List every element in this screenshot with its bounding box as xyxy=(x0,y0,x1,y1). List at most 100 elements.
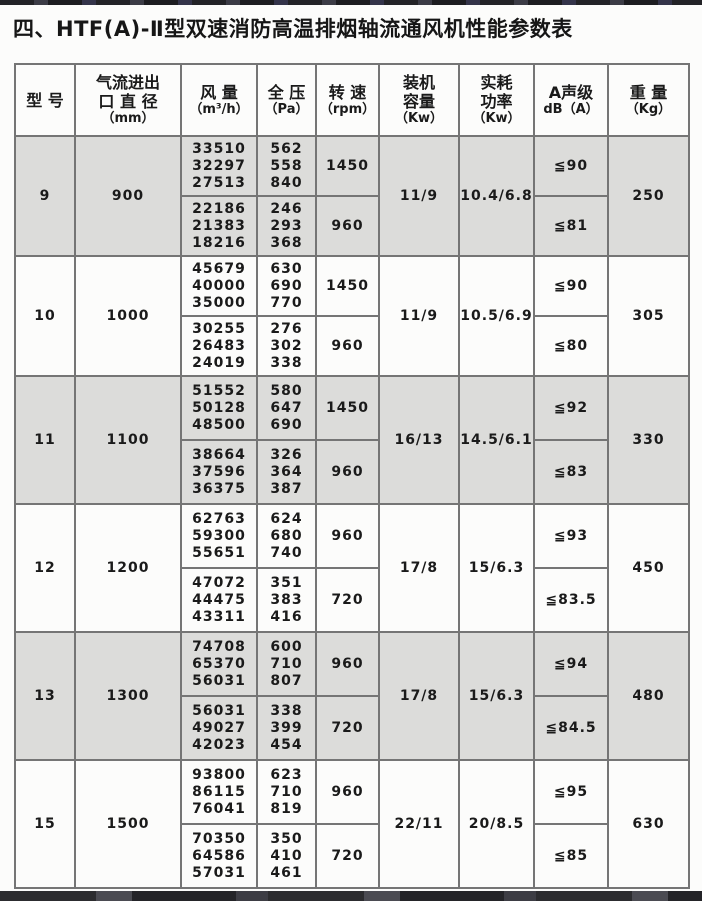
airflow-cell: 51552 50128 48500 xyxy=(180,375,258,441)
airflow-cell: 70350 64586 57031 xyxy=(180,823,258,889)
cell-line: 64586 xyxy=(192,847,246,864)
capacity-cell: 22/11 xyxy=(378,759,460,889)
cell-line: 51552 xyxy=(192,382,246,399)
cell-line: （Kw） xyxy=(394,111,444,126)
cell-line: 351 xyxy=(270,574,303,591)
rpm-cell: 960 xyxy=(315,439,380,505)
pressure-cell: 624 680 740 xyxy=(256,503,317,569)
cell-line: 重 量 xyxy=(629,82,668,102)
cell-line: 399 xyxy=(270,719,303,736)
cell-line: 338 xyxy=(270,354,303,371)
pressure-cell: 600 710 807 xyxy=(256,631,317,697)
cell-line: 562 xyxy=(270,140,303,157)
cell-line: 623 xyxy=(270,766,303,783)
page-title: 四、HTF(A)-Ⅱ型双速消防高温排烟轴流通风机性能参数表 xyxy=(13,17,573,41)
noise-cell: ≦84.5 xyxy=(533,695,609,761)
model-11-high-speed-row: 11 1100 51552 50128 48500 580 647 690 1450 16/13 1… xyxy=(14,375,690,505)
noise-cell: ≦81 xyxy=(533,195,609,257)
cell-line: 37596 xyxy=(192,463,246,480)
model-cell: 15 xyxy=(14,759,76,889)
col-header-power: 实耗 功率 （Kw） xyxy=(458,63,535,137)
noise-cell: ≦94 xyxy=(533,631,609,697)
airflow-cell: 45679 40000 35000 xyxy=(180,255,258,317)
model-15-high-speed-row: 15 1500 93800 86115 76041 623 710 819 960 22/11 20… xyxy=(14,759,690,889)
cell-line: 18216 xyxy=(192,234,246,251)
pressure-cell: 338 399 454 xyxy=(256,695,317,761)
cell-line: 383 xyxy=(270,591,303,608)
cell-line: 93800 xyxy=(192,766,246,783)
cell-line: 56031 xyxy=(192,702,246,719)
pressure-cell: 326 364 387 xyxy=(256,439,317,505)
cell-line: 62763 xyxy=(192,510,246,527)
cell-line: 装机 xyxy=(402,73,435,92)
cell-line: 710 xyxy=(270,655,303,672)
model-cell: 13 xyxy=(14,631,76,761)
noise-cell: ≦93 xyxy=(533,503,609,569)
cell-line: 86115 xyxy=(192,783,246,800)
cell-line: 42023 xyxy=(192,736,246,753)
capacity-cell: 11/9 xyxy=(378,255,460,377)
cell-line: 416 xyxy=(270,608,303,625)
cell-line: 50128 xyxy=(192,399,246,416)
cell-line: 387 xyxy=(270,480,303,497)
cell-line: 49027 xyxy=(192,719,246,736)
cell-line: 45679 xyxy=(192,260,246,277)
cell-line: 770 xyxy=(270,294,303,311)
model-9-low-speed-row: 22186 21383 18216 246 293 368 960 ≦81 xyxy=(15,195,689,257)
cell-line: 32297 xyxy=(192,157,246,174)
rpm-cell: 960 xyxy=(315,195,380,257)
noise-cell: ≦92 xyxy=(533,375,609,441)
rpm-cell: 1450 xyxy=(315,135,380,197)
weight-cell: 330 xyxy=(607,375,690,505)
cell-line: 44475 xyxy=(192,591,246,608)
cell-line: 350 xyxy=(270,830,303,847)
airflow-cell: 93800 86115 76041 xyxy=(180,759,258,825)
model-12-low-speed-row: 47072 44475 43311 351 383 416 720 ≦83.5 xyxy=(15,567,689,633)
cell-line: 型 号 xyxy=(26,90,64,110)
cell-line: 全 压 xyxy=(267,82,306,102)
cell-line: 功率 xyxy=(480,92,513,111)
model-10-low-speed-row: 30255 26483 24019 276 302 338 960 ≦80 xyxy=(15,315,689,377)
cell-line: 实耗 xyxy=(480,73,513,92)
pressure-cell: 562 558 840 xyxy=(256,135,317,197)
table-header-row: 型 号气流进出口 直 径（mm）风 量（m³/h）全 压（Pa）转 速（rpm）… xyxy=(14,63,690,137)
cell-line: 819 xyxy=(270,800,303,817)
cell-line: （Pa） xyxy=(264,101,309,117)
cell-line: 33510 xyxy=(192,140,246,157)
cell-line: 36375 xyxy=(192,480,246,497)
diameter-cell: 900 xyxy=(74,135,182,257)
cell-line: 690 xyxy=(270,277,303,294)
cell-line: 410 xyxy=(270,847,303,864)
model-13-low-speed-row: 56031 49027 42023 338 399 454 720 ≦84.5 xyxy=(15,695,689,761)
col-header-diameter: 气流进出口 直 径（mm） xyxy=(74,63,182,137)
cell-line: 22186 xyxy=(192,200,246,217)
cell-line: 30255 xyxy=(192,320,246,337)
cell-line: 246 xyxy=(270,200,303,217)
col-header-airflow: 风 量（m³/h） xyxy=(180,63,258,137)
cell-line: 转 速 xyxy=(328,82,367,102)
rpm-cell: 1450 xyxy=(315,375,380,441)
model-cell: 12 xyxy=(14,503,76,633)
pressure-cell: 246 293 368 xyxy=(256,195,317,257)
weight-cell: 450 xyxy=(607,503,690,633)
noise-cell: ≦85 xyxy=(533,823,609,889)
cell-line: 558 xyxy=(270,157,303,174)
header-row: 型 号气流进出口 直 径（mm）风 量（m³/h）全 压（Pa）转 速（rpm）… xyxy=(14,63,690,137)
diameter-cell: 1200 xyxy=(74,503,182,633)
capacity-cell: 17/8 xyxy=(378,631,460,761)
cell-line: （mm） xyxy=(101,111,155,126)
cell-line: 276 xyxy=(270,320,303,337)
fan-performance-table: 型 号气流进出口 直 径（mm）风 量（m³/h）全 压（Pa）转 速（rpm）… xyxy=(14,63,690,889)
weight-cell: 480 xyxy=(607,631,690,761)
model-9-high-speed-row: 9 900 33510 32297 27513 562 558 840 1450 11/9 10.4… xyxy=(14,135,690,257)
power-cell: 10.5/6.9 xyxy=(458,255,535,377)
pressure-cell: 623 710 819 xyxy=(256,759,317,825)
cell-line: 风 量 xyxy=(200,82,238,102)
cell-line: 56031 xyxy=(192,672,246,689)
noise-cell: ≦95 xyxy=(533,759,609,825)
power-cell: 15/6.3 xyxy=(458,503,535,633)
table-body: 9 900 33510 32297 27513 562 558 840 1450 11/9 10.4… xyxy=(14,135,690,889)
cell-line: 57031 xyxy=(192,864,246,881)
rpm-cell: 720 xyxy=(315,567,380,633)
noise-cell: ≦90 xyxy=(533,255,609,317)
